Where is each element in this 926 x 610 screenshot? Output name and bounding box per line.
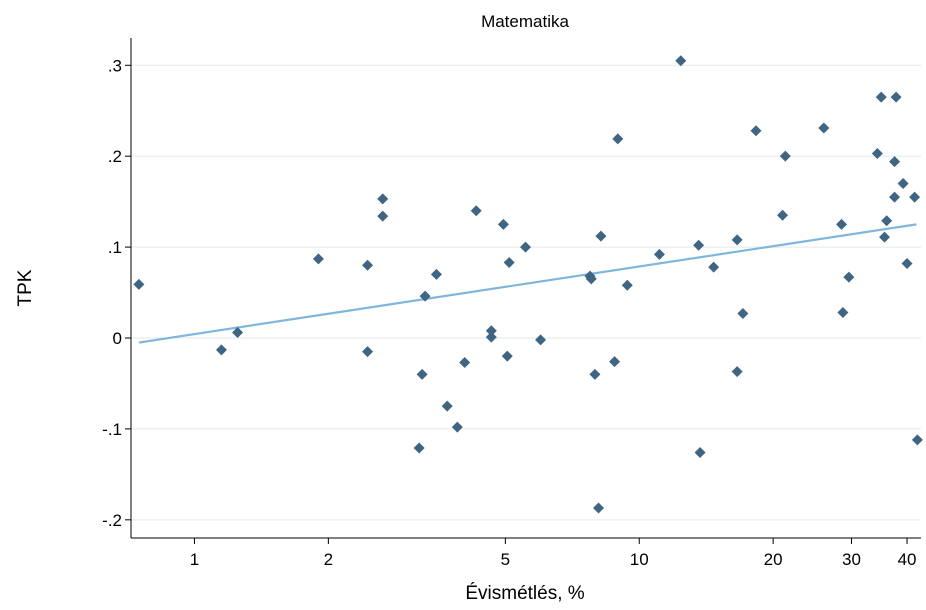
data-point-1 <box>215 344 227 356</box>
tick-labels: -.2 -.1 0 .1 .2 .3 1 2 5 10 20 30 40 <box>102 56 916 569</box>
y-tick-label: -.1 <box>102 420 122 439</box>
x-tick-label: 5 <box>501 550 510 569</box>
data-point-24 <box>585 273 597 285</box>
data-point-52 <box>890 91 902 103</box>
fit-line-group <box>138 223 917 344</box>
data-point-34 <box>694 447 706 459</box>
data-point-55 <box>909 191 921 203</box>
data-point-35 <box>708 261 720 273</box>
data-point-10 <box>419 290 431 302</box>
data-point-15 <box>470 205 482 217</box>
data-point-20 <box>503 257 515 269</box>
data-point-31 <box>653 248 665 260</box>
y-tick-label: 0 <box>113 329 122 348</box>
x-tick-label: 30 <box>842 550 861 569</box>
data-point-49 <box>881 215 893 227</box>
data-point-56 <box>911 434 923 446</box>
data-point-54 <box>901 257 913 269</box>
data-point-44 <box>837 307 849 319</box>
data-point-39 <box>750 125 762 137</box>
grid-lines <box>131 64 921 521</box>
data-point-26 <box>593 502 605 514</box>
data-point-16 <box>485 331 497 343</box>
data-point-46 <box>871 147 883 159</box>
data-point-4 <box>362 259 374 271</box>
data-point-37 <box>731 366 743 378</box>
data-point-36 <box>731 234 743 246</box>
data-point-11 <box>430 268 442 280</box>
data-point-32 <box>675 55 687 67</box>
data-point-40 <box>777 209 789 221</box>
data-point-13 <box>451 421 463 433</box>
data-point-19 <box>501 350 513 362</box>
data-point-47 <box>875 91 887 103</box>
axes <box>125 38 921 544</box>
data-point-43 <box>836 218 848 230</box>
y-axis-title: TPK <box>15 269 36 306</box>
x-tick-label: 10 <box>630 550 649 569</box>
x-axis-title: Évismétlés, % <box>465 583 584 604</box>
data-point-53 <box>897 177 909 189</box>
data-point-9 <box>413 442 425 454</box>
data-point-25 <box>589 368 601 380</box>
data-point-28 <box>609 356 621 368</box>
data-point-12 <box>441 400 453 412</box>
y-tick-label: -.2 <box>102 511 122 530</box>
data-point-22 <box>535 334 547 346</box>
data-point-27 <box>595 230 607 242</box>
x-tick-label: 20 <box>764 550 783 569</box>
data-point-42 <box>818 122 830 134</box>
data-point-21 <box>520 241 532 253</box>
data-point-48 <box>879 231 891 243</box>
data-point-41 <box>779 150 791 162</box>
data-point-2 <box>232 327 244 339</box>
data-point-45 <box>843 271 855 283</box>
data-point-51 <box>889 191 901 203</box>
data-point-18 <box>497 218 509 230</box>
data-point-5 <box>362 346 374 358</box>
x-tick-label: 1 <box>190 550 199 569</box>
data-point-30 <box>621 279 633 291</box>
data-point-14 <box>459 357 471 369</box>
x-tick-label: 40 <box>898 550 917 569</box>
y-tick-label: .3 <box>108 56 122 75</box>
data-points <box>133 55 923 514</box>
data-point-33 <box>693 239 705 251</box>
data-point-50 <box>889 156 901 168</box>
fit-line <box>138 223 917 344</box>
x-tick-label: 2 <box>324 550 333 569</box>
data-point-8 <box>416 368 428 380</box>
data-point-17 <box>485 325 497 337</box>
chart-title: Matematika <box>481 12 569 31</box>
data-point-3 <box>312 253 324 265</box>
data-point-38 <box>737 307 749 319</box>
y-tick-label: .1 <box>108 238 122 257</box>
data-point-29 <box>612 133 624 145</box>
y-tick-label: .2 <box>108 147 122 166</box>
data-point-7 <box>377 210 389 222</box>
data-point-6 <box>377 193 389 205</box>
data-point-0 <box>133 278 145 290</box>
